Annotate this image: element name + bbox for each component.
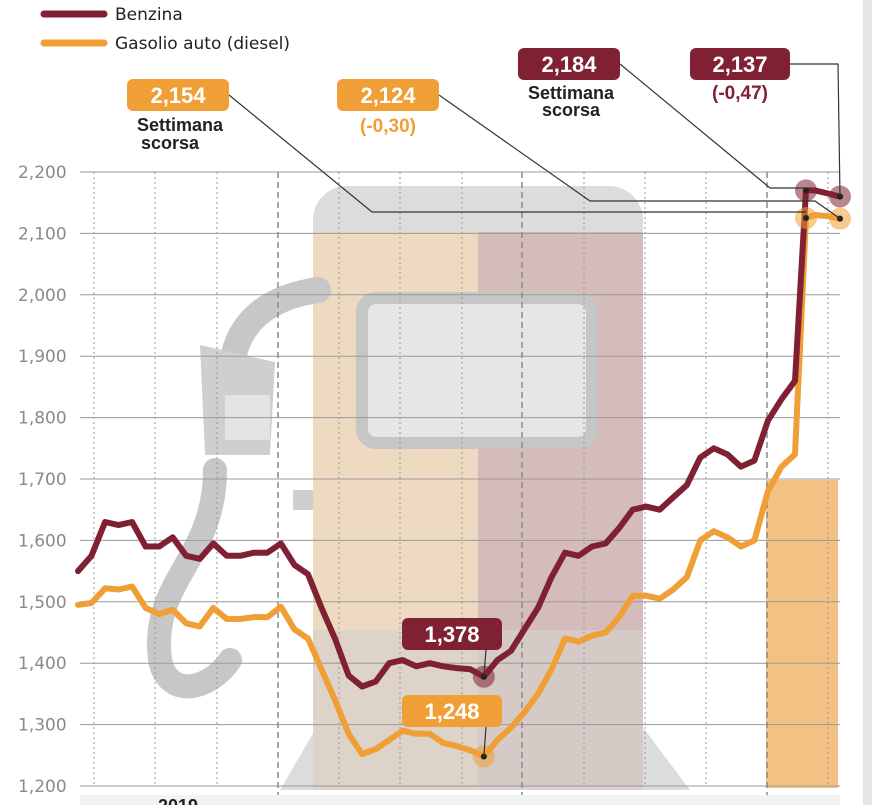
badge-diesel-min	[402, 695, 502, 727]
y-tick-label: 2,100	[18, 224, 67, 244]
y-tick-label: 1,200	[18, 777, 67, 797]
badge-benzina-min	[402, 618, 502, 650]
badge-diesel-now-text: 2,124	[360, 83, 416, 108]
y-tick-label: 1,600	[18, 531, 67, 551]
point-benzina-prev-dot	[803, 187, 809, 194]
y-axis-ticks: 2,200 2,100 2,000 1,900 1,800 1,700 1,600 1,500…	[18, 163, 67, 797]
badge-diesel-min-text: 1,248	[424, 699, 479, 724]
callouts: 2,154 Settimana scorsa 2,124 (-0,30) 2,1…	[127, 48, 790, 727]
point-diesel-prev-dot	[803, 215, 809, 222]
y-tick-label: 1,300	[18, 716, 67, 736]
badge-diesel-now	[337, 79, 439, 111]
annotation-leaders	[228, 63, 841, 757]
badge-benzina-now-text: 2,137	[712, 52, 767, 77]
leader-benzina-now	[790, 63, 841, 197]
chart-grid	[80, 171, 840, 804]
badge-benzina-min-text: 1,378	[424, 622, 479, 647]
note-benzina-prev-line1: Settimana	[528, 83, 615, 103]
leader-diesel-now	[438, 94, 841, 220]
badge-diesel-prev	[127, 79, 229, 111]
right-edge-strip	[863, 0, 872, 805]
badge-diesel-prev-text: 2,154	[150, 83, 206, 108]
line-benzina	[75, 187, 843, 690]
pump-connector	[293, 490, 313, 510]
x-axis-band	[80, 795, 840, 805]
pump-hose-bottom	[146, 458, 242, 699]
y-tick-label: 1,800	[18, 409, 67, 429]
x-axis-year: 2019	[158, 796, 198, 805]
y-tick-label: 1,900	[18, 347, 67, 367]
y-tick-label: 1,400	[18, 654, 67, 674]
note-benzina-delta: (-0,47)	[712, 83, 768, 104]
legend-label-benzina: Benzina	[115, 5, 183, 25]
pump-screen	[356, 292, 598, 449]
leader-benzina-prev	[619, 63, 806, 189]
leader-benzina-min	[483, 649, 487, 677]
legend-label-diesel: Gasolio auto (diesel)	[115, 34, 290, 54]
line-diesel	[75, 212, 843, 760]
badge-benzina-prev-text: 2,184	[541, 52, 597, 77]
leader-diesel-prev	[228, 94, 806, 213]
y-tick-label: 1,500	[18, 593, 67, 613]
y-tick-label: 1,700	[18, 470, 67, 490]
recent-period-band	[766, 480, 838, 788]
note-diesel-prev-line2: scorsa	[141, 133, 200, 153]
note-benzina-prev-line2: scorsa	[542, 100, 601, 120]
x-axis-strip: 2019	[80, 795, 840, 805]
note-diesel-prev-line1: Settimana	[137, 115, 224, 135]
y-tick-label: 2,200	[18, 163, 67, 183]
leader-diesel-min	[483, 726, 487, 757]
y-tick-label: 2,000	[18, 286, 67, 306]
note-diesel-delta: (-0,30)	[360, 116, 416, 137]
fuel-pump-illustration	[146, 0, 872, 805]
series-layer	[75, 179, 851, 768]
badge-benzina-prev	[518, 48, 620, 80]
badge-benzina-now	[690, 48, 790, 80]
legend: Benzina Gasolio auto (diesel)	[40, 5, 290, 54]
